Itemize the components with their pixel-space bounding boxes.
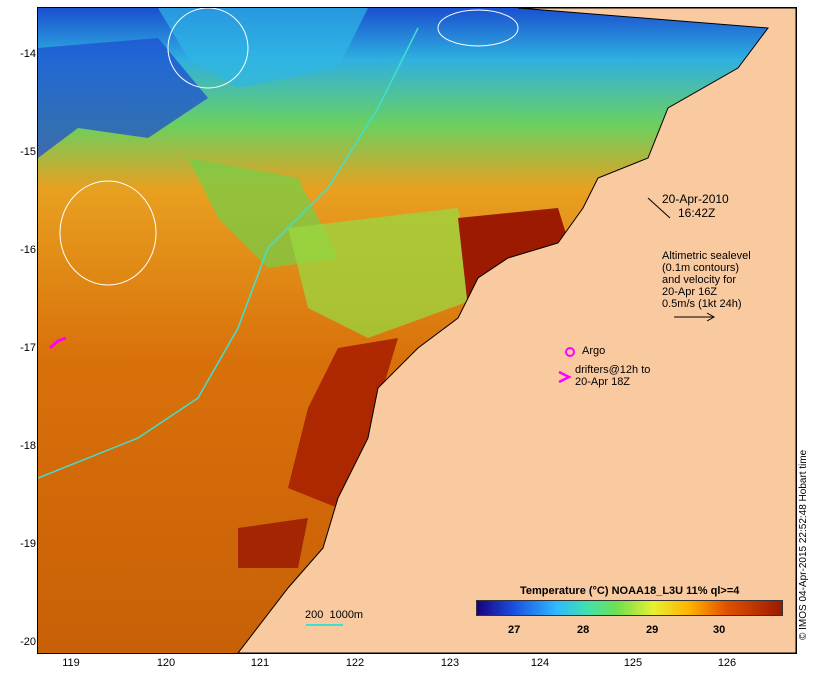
mid-water-patch bbox=[288, 208, 478, 338]
altimetric-legend-text: Altimetric sealevel (0.1m contours) and … bbox=[662, 250, 751, 310]
colorbar-tick: 30 bbox=[713, 624, 726, 636]
cool-water-patch bbox=[38, 38, 208, 158]
lat-label: -17 bbox=[20, 342, 36, 354]
lat-label: -15 bbox=[20, 146, 36, 158]
cool-water-patch bbox=[158, 8, 368, 88]
lon-label: 119 bbox=[62, 657, 80, 669]
lat-label: -16 bbox=[20, 244, 36, 256]
lon-label: 121 bbox=[250, 657, 270, 669]
lon-label: 122 bbox=[345, 657, 365, 669]
lon-label: 126 bbox=[717, 657, 737, 669]
colorbar-tick: 29 bbox=[646, 624, 659, 636]
drifter-legend-marker bbox=[558, 370, 572, 384]
land-mass bbox=[237, 8, 796, 653]
map-canvas bbox=[38, 8, 796, 653]
lon-label: 124 bbox=[530, 657, 550, 669]
warm-water-patch bbox=[238, 518, 308, 568]
sealevel-contour bbox=[59, 180, 157, 286]
isobath-legend-label: 200 1000m bbox=[305, 609, 364, 621]
argo-legend-marker bbox=[565, 347, 575, 357]
colorbar bbox=[476, 600, 783, 616]
sealevel-contour bbox=[437, 9, 519, 47]
lon-label: 125 bbox=[623, 657, 643, 669]
lat-label: -19 bbox=[20, 538, 36, 550]
sst-map[interactable] bbox=[37, 7, 797, 654]
velocity-scale-arrowhead bbox=[706, 312, 716, 322]
warm-water-patch bbox=[288, 338, 398, 508]
isobath-line bbox=[38, 27, 419, 479]
lon-label: 123 bbox=[440, 657, 460, 669]
colorbar-tick: 28 bbox=[577, 624, 590, 636]
drifter-track bbox=[49, 336, 67, 350]
lat-label: -18 bbox=[20, 440, 36, 452]
datetime-label-line1: 20-Apr-2010 bbox=[662, 192, 729, 206]
timestamp: © IMOS 04-Apr-2015 22:52:48 Hobart time bbox=[798, 449, 809, 640]
argo-legend-label: Argo bbox=[582, 345, 606, 357]
datetime-label-line2: 16:42Z bbox=[678, 206, 716, 220]
lon-label: 120 bbox=[156, 657, 176, 669]
drifters-legend-label: drifters@12h to 20-Apr 18Z bbox=[575, 364, 651, 388]
colorbar-tick: 27 bbox=[508, 624, 521, 636]
datetime-pointer bbox=[647, 197, 671, 219]
lat-label: -14 bbox=[20, 48, 36, 60]
colorbar-title: Temperature (°C) NOAA18_L3U 11% ql>=4 bbox=[520, 585, 740, 597]
lat-label: -20 bbox=[20, 636, 36, 648]
sealevel-contour bbox=[167, 8, 249, 89]
